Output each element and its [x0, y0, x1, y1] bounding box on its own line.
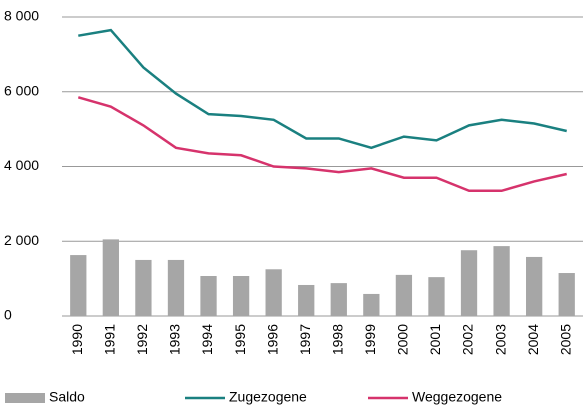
x-tick-label: 1995: [232, 324, 248, 355]
x-tick-label: 1997: [297, 324, 313, 355]
bar: [460, 250, 478, 316]
legend-label: Saldo: [49, 389, 85, 405]
x-tick-label: 2005: [557, 324, 573, 355]
x-tick-label: 2002: [460, 324, 476, 355]
y-tick-label: 2 000: [4, 232, 39, 248]
bar: [200, 276, 217, 316]
bar: [330, 283, 347, 316]
line: [78, 28, 567, 150]
x-tick-label: 1998: [329, 324, 345, 355]
bar: [493, 246, 510, 316]
bar: [70, 255, 87, 316]
bar: [395, 274, 413, 316]
y-tick-label: 6 000: [4, 82, 39, 98]
legend-swatch: [5, 393, 45, 403]
x-tick-label: 2000: [395, 324, 411, 355]
x-tick-label: 2004: [525, 324, 541, 355]
bar: [363, 293, 380, 316]
x-tick-label: 1990: [69, 324, 85, 355]
x-tick-label: 2003: [492, 324, 508, 355]
x-tick-label: 1992: [134, 324, 150, 355]
y-tick-label: 8 000: [4, 8, 39, 24]
bar: [558, 273, 575, 316]
legend-label: Zugezogene: [229, 389, 307, 405]
bar: [135, 259, 152, 316]
bar: [232, 276, 250, 316]
bar: [428, 277, 445, 316]
x-tick-label: 1991: [102, 324, 118, 355]
x-tick-label: 1999: [362, 324, 378, 355]
x-tick-label: 1994: [199, 324, 215, 355]
legend-label: Weggezogene: [412, 389, 502, 405]
line: [77, 96, 567, 193]
bar: [167, 259, 185, 316]
bar: [298, 284, 315, 316]
bar: [526, 256, 543, 316]
x-tick-label: 1996: [264, 324, 280, 355]
x-tick-label: 1993: [167, 324, 183, 355]
x-tick-label: 2001: [427, 324, 443, 355]
bar: [265, 269, 282, 316]
bar: [102, 239, 119, 316]
y-tick-label: 0: [4, 307, 12, 323]
y-tick-label: 4 000: [4, 157, 39, 173]
